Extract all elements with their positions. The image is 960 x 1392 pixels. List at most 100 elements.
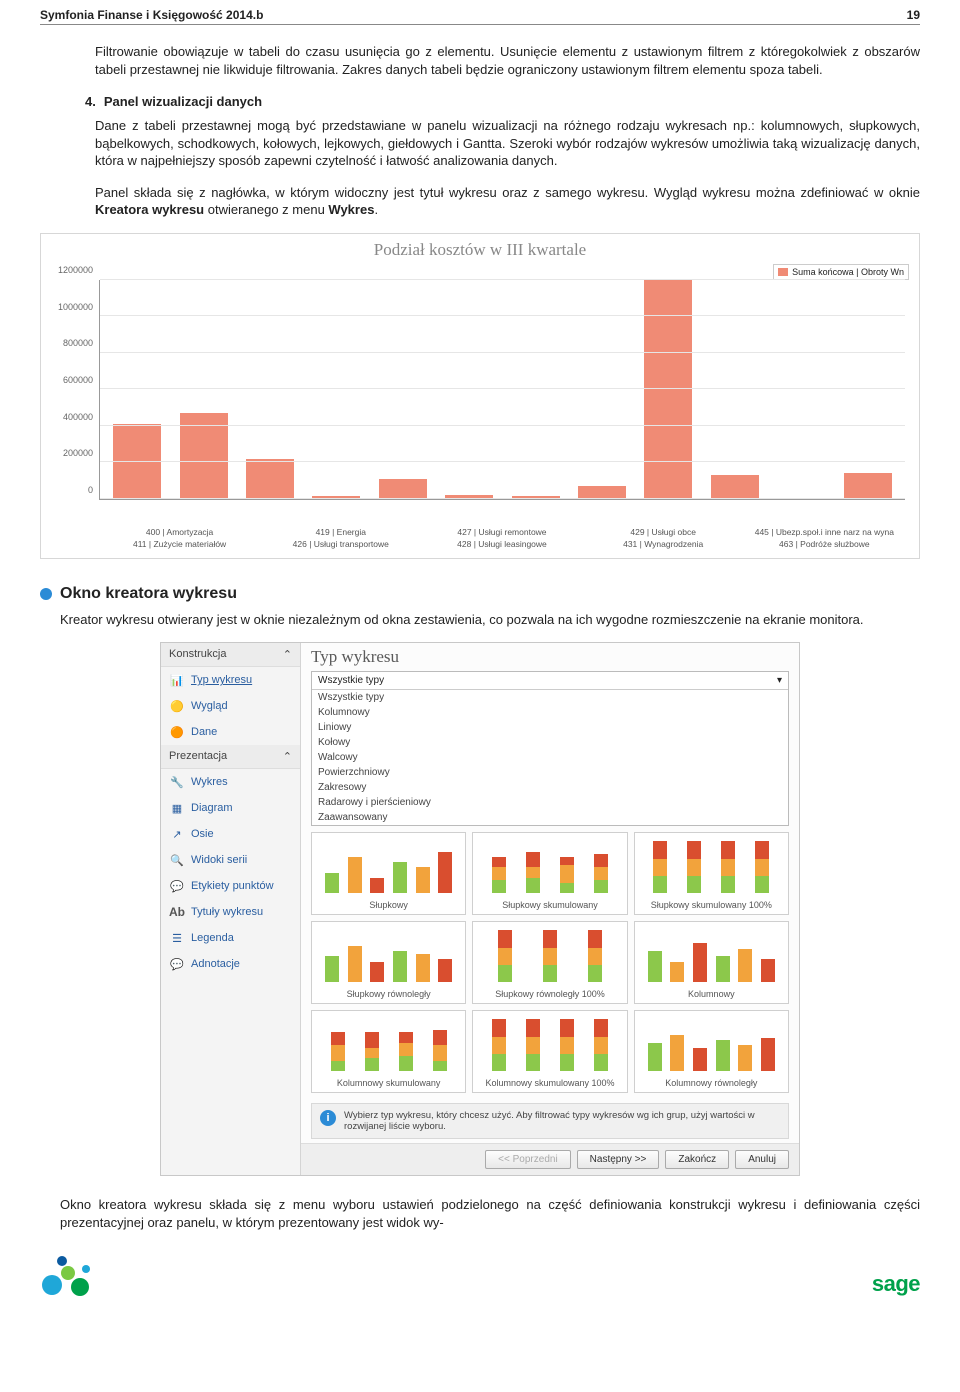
sidebar-item[interactable]: 🟡 Wygląd	[161, 693, 300, 719]
finish-button[interactable]: Zakończ	[665, 1150, 729, 1169]
wizard-hint: i Wybierz typ wykresu, który chcesz użyć…	[311, 1103, 789, 1139]
sidebar-item[interactable]: ☰ Legenda	[161, 925, 300, 951]
section-number: 4.	[85, 94, 96, 109]
sidebar-item-icon: ☰	[169, 930, 185, 946]
sidebar-item-label: Etykiety punktów	[191, 880, 274, 892]
chart-type-preview[interactable]: Słupkowy równoległy	[311, 921, 466, 1004]
bullet-icon	[40, 588, 52, 600]
dropdown-option[interactable]: Powierzchniowy	[312, 765, 788, 780]
dropdown-option[interactable]: Kołowy	[312, 735, 788, 750]
chart-type-previews: Słupkowy Słupkowy skumulowany Słupkowy sku…	[301, 826, 799, 1099]
sage-logo: sage	[872, 1271, 920, 1297]
info-icon: i	[320, 1110, 336, 1126]
sidebar-item[interactable]: 💬Etykiety punktów	[161, 873, 300, 899]
sidebar-item[interactable]: 🟠Dane	[161, 719, 300, 745]
chart-type-preview[interactable]: Kolumnowy skumulowany	[311, 1010, 466, 1093]
dropdown-option[interactable]: Walcowy	[312, 750, 788, 765]
y-tick: 600000	[63, 375, 93, 385]
chart-type-dropdown[interactable]: Wszystkie typy▾ Wszystkie typyKolumnowyL…	[311, 671, 789, 826]
chart-type-preview[interactable]: Słupkowy skumulowany 100%	[634, 832, 789, 915]
sidebar-item-icon: 🔧	[169, 774, 185, 790]
x-axis-labels: 400 | Amortyzacja419 | Energia427 | Usłu…	[99, 526, 905, 550]
sidebar-group-2[interactable]: Prezentacja⌃	[161, 745, 300, 769]
y-tick: 1000000	[58, 302, 93, 312]
sidebar-item-icon: Ab	[169, 904, 185, 920]
sidebar-item-label: Wykres	[191, 776, 228, 788]
dropdown-option[interactable]: Zaawansowany	[312, 810, 788, 825]
chart-type-preview[interactable]: Kolumnowy	[634, 921, 789, 1004]
sidebar-item-label: Adnotacje	[191, 958, 240, 970]
prev-button[interactable]: << Poprzedni	[485, 1150, 571, 1169]
chart-wizard-window: Konstrukcja⌃ 📊 Typ wykresu 🟡 Wygląd 🟠Dane Pr…	[160, 642, 800, 1176]
paragraph-filter: Filtrowanie obowiązuje w tabeli do czasu…	[95, 43, 920, 78]
chart-type-preview[interactable]: Słupkowy równoległy 100%	[472, 921, 627, 1004]
wizard-title: Typ wykresu	[301, 643, 799, 669]
x-label: 427 | Usługi remontowe	[425, 526, 578, 538]
preview-label: Kolumnowy skumulowany	[316, 1078, 461, 1088]
chart-type-preview[interactable]: Słupkowy skumulowany	[472, 832, 627, 915]
dropdown-option[interactable]: Radarowy i pierścieniowy	[312, 795, 788, 810]
sidebar-item[interactable]: 🔍Widoki serii	[161, 847, 300, 873]
sidebar-item[interactable]: 🔧 Wykres	[161, 769, 300, 795]
sidebar-item-icon: 📊	[169, 672, 185, 688]
next-button[interactable]: Następny >>	[577, 1150, 660, 1169]
sidebar-item-icon: ↗	[169, 826, 185, 842]
dropdown-option[interactable]: Wszystkie typy	[312, 690, 788, 705]
sidebar-item[interactable]: 📊 Typ wykresu	[161, 667, 300, 693]
hint-text: Wybierz typ wykresu, który chcesz użyć. …	[344, 1110, 780, 1132]
y-tick: 200000	[63, 448, 93, 458]
sidebar-item-icon: 🔍	[169, 852, 185, 868]
preview-label: Słupkowy skumulowany 100%	[639, 900, 784, 910]
legend-swatch	[778, 268, 788, 276]
sidebar-group-1[interactable]: Konstrukcja⌃	[161, 643, 300, 667]
wizard-buttons: << Poprzedni Następny >> Zakończ Anuluj	[301, 1143, 799, 1175]
sidebar-item[interactable]: ▦ Diagram	[161, 795, 300, 821]
sidebar-item-label: Wygląd	[191, 700, 228, 712]
preview-label: Kolumnowy równoległy	[639, 1078, 784, 1088]
wizard-body: Typ wykresu Wszystkie typy▾ Wszystkie ty…	[301, 643, 799, 1175]
decorative-bubbles-icon	[40, 1247, 120, 1297]
subsection-title: Okno kreatora wykresu	[60, 585, 237, 603]
bar	[644, 280, 692, 499]
chart-type-preview[interactable]: Słupkowy	[311, 832, 466, 915]
x-label: 445 | Ubezp.społ.i inne narz na wyna	[748, 526, 901, 538]
paragraph-kreator: Kreator wykresu otwierany jest w oknie n…	[60, 611, 920, 629]
sidebar-item-icon: ▦	[169, 800, 185, 816]
dropdown-option[interactable]: Zakresowy	[312, 780, 788, 795]
cost-chart-panel: Podział kosztów w III kwartale Suma końc…	[40, 233, 920, 559]
sidebar-item[interactable]: ↗ Osie	[161, 821, 300, 847]
preview-label: Słupkowy skumulowany	[477, 900, 622, 910]
doc-title: Symfonia Finanse i Księgowość 2014.b	[40, 8, 263, 22]
sidebar-item-label: Osie	[191, 828, 214, 840]
bars-container	[100, 280, 905, 499]
chart-type-preview[interactable]: Kolumnowy skumulowany 100%	[472, 1010, 627, 1093]
sidebar-item-label: Typ wykresu	[191, 674, 252, 686]
sidebar-item-icon: 💬	[169, 956, 185, 972]
sidebar-item-label: Legenda	[191, 932, 234, 944]
x-label: 411 | Zużycie materiałów	[103, 538, 256, 550]
caret-down-icon: ▾	[777, 675, 782, 686]
y-tick: 0	[88, 485, 93, 495]
dropdown-option[interactable]: Kolumnowy	[312, 705, 788, 720]
x-label: 428 | Usługi leasingowe	[425, 538, 578, 550]
dropdown-option[interactable]: Liniowy	[312, 720, 788, 735]
x-label: 463 | Podróże służbowe	[748, 538, 901, 550]
sidebar-item[interactable]: 💬 Adnotacje	[161, 951, 300, 977]
preview-label: Słupkowy	[316, 900, 461, 910]
chevron-up-icon: ⌃	[283, 750, 292, 763]
chart-type-preview[interactable]: Kolumnowy równoległy	[634, 1010, 789, 1093]
page-header: Symfonia Finanse i Księgowość 2014.b 19	[40, 0, 920, 25]
y-tick: 1200000	[58, 265, 93, 275]
bar	[246, 459, 294, 499]
chart-title: Podział kosztów w III kwartale	[51, 240, 909, 260]
chart-legend: Suma końcowa | Obroty Wn	[773, 264, 909, 280]
sidebar-item-label: Diagram	[191, 802, 233, 814]
sidebar-item[interactable]: AbTytuły wykresu	[161, 899, 300, 925]
sidebar-item-icon: 🟡	[169, 698, 185, 714]
bar	[844, 473, 892, 499]
y-tick: 400000	[63, 412, 93, 422]
y-axis: 020000040000060000080000010000001200000	[51, 280, 97, 500]
x-label: 431 | Wynagrodzenia	[587, 538, 740, 550]
cancel-button[interactable]: Anuluj	[735, 1150, 789, 1169]
page-number: 19	[907, 8, 920, 22]
